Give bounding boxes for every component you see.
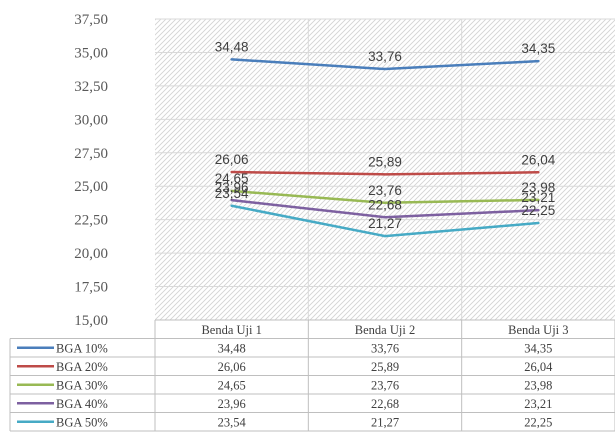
table-cell: 22,25 (524, 416, 552, 430)
y-tick-label: 25,00 (74, 179, 108, 195)
y-tick-label: 35,00 (74, 45, 108, 61)
plot-area-background (155, 19, 615, 320)
series-line (230, 198, 540, 219)
series-line (230, 204, 540, 238)
series-line (230, 170, 540, 176)
series-line (230, 189, 540, 205)
table-cell: 33,76 (371, 342, 399, 356)
table-cell: 23,54 (218, 416, 247, 430)
category-label: Benda Uji 2 (355, 323, 415, 337)
data-label: 23,21 (521, 190, 555, 205)
table-cell: 23,21 (524, 397, 552, 411)
legend-label: BGA 10% (56, 342, 108, 356)
table-cell: 23,98 (524, 379, 552, 393)
gridlines (155, 18, 615, 321)
data-label: 21,27 (368, 216, 402, 231)
data-label: 22,25 (521, 203, 555, 218)
series-line (230, 58, 540, 71)
data-label: 26,06 (215, 152, 249, 167)
legend-label: BGA 40% (56, 397, 108, 411)
table-cell: 26,04 (524, 360, 553, 374)
table-cell: 22,68 (371, 397, 399, 411)
table-cell: 23,76 (371, 379, 399, 393)
table-cell: 34,48 (218, 342, 246, 356)
table-cell: 24,65 (218, 379, 246, 393)
y-tick-label: 37,50 (74, 12, 108, 28)
data-table: Benda Uji 1 Benda Uji 2 Benda Uji 3 BGA 10%… (9, 319, 615, 432)
table-cell: 25,89 (371, 360, 399, 374)
data-label: 23,96 (215, 180, 249, 195)
legend-label: BGA 50% (56, 416, 108, 430)
data-label: 23,98 (521, 180, 555, 195)
data-label: 23,54 (215, 186, 249, 201)
table-cell: 21,27 (371, 416, 399, 430)
y-axis-ticks: 15,00 17,50 20,00 22,50 25,00 27,50 30,00 32,50… (74, 12, 108, 329)
series-lines (230, 58, 540, 238)
data-label: 34,35 (521, 41, 555, 56)
y-tick-label: 17,50 (74, 280, 108, 296)
data-label: 26,04 (521, 152, 555, 167)
y-tick-label: 30,00 (74, 112, 108, 128)
data-label: 33,76 (368, 49, 402, 64)
data-labels: 34,48 33,76 34,35 26,06 25,89 26,04 24,65 23,76… (215, 39, 556, 231)
table-cell: 34,35 (524, 342, 552, 356)
data-label: 23,76 (368, 183, 402, 198)
category-label: Benda Uji 3 (508, 323, 568, 337)
data-label: 22,68 (368, 197, 402, 212)
table-cell: 26,06 (218, 360, 246, 374)
y-tick-label: 32,50 (74, 79, 108, 95)
data-label: 24,65 (215, 171, 249, 186)
data-label: 25,89 (368, 154, 402, 169)
y-tick-label: 27,50 (74, 146, 108, 162)
data-label: 34,48 (215, 39, 249, 54)
y-tick-label: 22,50 (74, 213, 108, 229)
table-cell: 23,96 (218, 397, 246, 411)
category-label: Benda Uji 1 (201, 323, 261, 337)
y-tick-label: 20,00 (74, 246, 108, 262)
legend-label: BGA 20% (56, 360, 108, 374)
y-tick-label: 15,00 (74, 313, 108, 329)
legend-label: BGA 30% (56, 379, 108, 393)
